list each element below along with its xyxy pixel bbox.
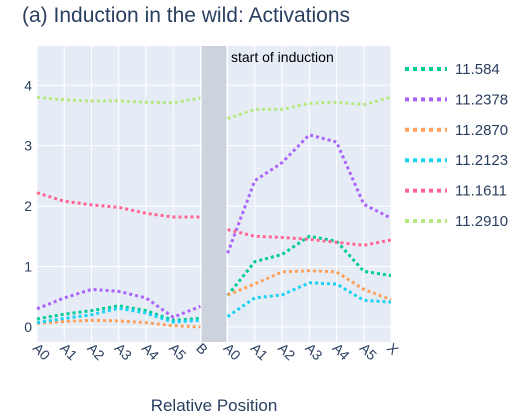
series-11.584 [36,234,392,322]
legend-label-11.584: 11.584 [455,61,500,78]
series-11.2910 [36,95,392,120]
x-tick-label-9: A2 [275,340,299,364]
legend-label-11.1611: 11.1611 [455,183,507,200]
annotation-start-of-induction: start of induction [231,49,334,65]
x-tick-label-0: A0 [30,340,54,364]
legend-item-11.584: 11.584 [405,61,500,78]
x-tick-label-10: A3 [302,340,326,364]
y-tick-label-3: 3 [24,138,32,154]
legend-label-11.2123: 11.2123 [455,152,508,169]
legend-label-11.2378: 11.2378 [455,91,508,108]
series-11.2870 [36,269,392,329]
legend-label-11.2870: 11.2870 [455,122,508,139]
legend-item-11.2910: 11.2910 [405,213,508,230]
y-tick-label-2: 2 [24,198,32,214]
x-tick-label-6: B [193,340,211,358]
series-11.1611 [36,191,392,247]
series-line-11.1611-segment-0 [36,191,201,219]
series-line-11.2910-segment-1 [227,95,392,120]
x-axis-label: Relative Position [151,396,278,415]
x-tick-label-4: A4 [139,340,163,364]
legend-item-11.2123: 11.2123 [405,152,508,169]
series-line-11.2870-segment-1 [227,269,392,302]
legend-label-11.2910: 11.2910 [455,213,508,230]
x-tick-label-5: A5 [166,340,190,364]
y-tick-label-1: 1 [24,258,32,274]
series-line-11.584-segment-0 [36,304,201,322]
legend-item-11.2870: 11.2870 [405,122,508,139]
legend: 11.584 11.2378 11.2870 11.2123 11.1611 11.291… [405,61,508,230]
series-line-11.2378-segment-0 [36,287,201,319]
x-tick-label-1: A1 [57,340,81,364]
x-tick-label-13: X [384,340,402,358]
induction-shaded-region [202,46,226,342]
legend-item-11.1611: 11.1611 [405,183,507,200]
x-tick-label-3: A3 [112,340,136,364]
series-line-11.584-segment-1 [226,234,392,297]
x-tick-label-2: A2 [84,340,108,364]
chart-title: (a) Induction in the wild: Activations [22,4,351,27]
x-tick-label-11: A4 [329,340,353,364]
y-axis-ticks: 0 1 2 3 4 [24,77,32,335]
x-tick-label-12: A5 [357,340,381,364]
series-line-11.2123-segment-0 [36,306,201,325]
series-11.2378 [36,133,392,319]
series-11.2123 [36,281,392,325]
y-tick-label-0: 0 [24,319,32,335]
x-tick-label-7: A0 [221,340,245,364]
series-line-11.2123-segment-1 [226,281,392,318]
series-lines [36,95,392,329]
x-axis-ticks: A0 A1 A2 A3 A4 A5 B A0 A1 A2 A3 A4 A5 X [30,340,402,364]
legend-item-11.2378: 11.2378 [405,91,508,108]
y-tick-label-4: 4 [24,77,32,93]
x-tick-label-8: A1 [248,340,272,364]
